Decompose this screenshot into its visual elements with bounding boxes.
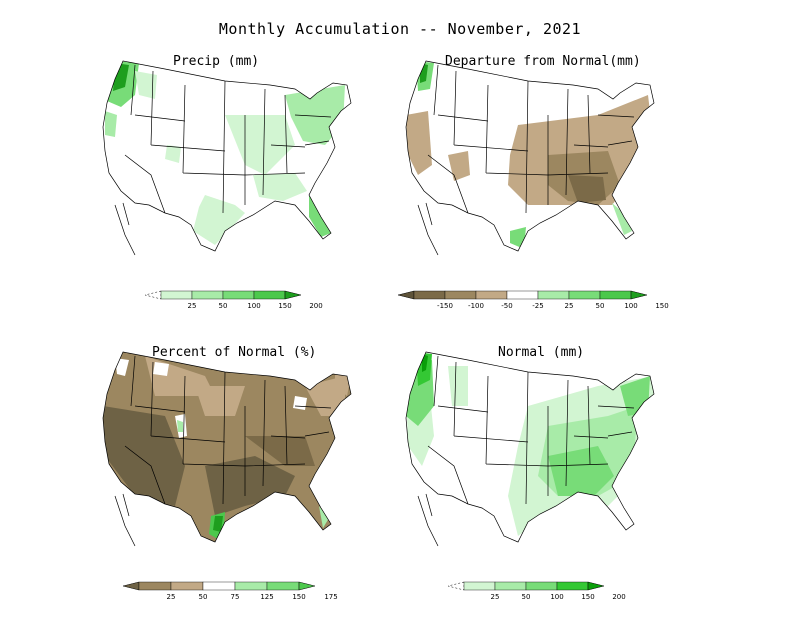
percent-legend: 25 50 75 125 150 175 bbox=[122, 581, 338, 601]
percent-legend-swatch bbox=[202, 581, 236, 591]
departure-legend-low-triangle bbox=[397, 290, 415, 300]
normal-legend-low-triangle bbox=[447, 581, 465, 591]
normal-legend-high-triangle bbox=[587, 581, 605, 591]
precip-legend-swatch bbox=[160, 290, 193, 300]
precip-panel-title: Precip (mm) bbox=[173, 54, 260, 69]
normal-legend-label: 25 bbox=[491, 593, 500, 601]
percent-legend-low-triangle bbox=[122, 581, 140, 591]
normal-legend: 25 50 100 150 200 bbox=[447, 581, 626, 601]
departure-legend-label: -150 bbox=[437, 302, 453, 310]
normal-legend-label: 50 bbox=[522, 593, 531, 601]
departure-legend: -150 -100 -50 -25 25 50 100 150 bbox=[397, 290, 669, 310]
percent-legend-label: 25 bbox=[167, 593, 176, 601]
departure-legend-swatch bbox=[537, 290, 570, 300]
normal-legend-swatch bbox=[463, 581, 496, 591]
departure-legend-swatch bbox=[475, 290, 508, 300]
percent-legend-swatch bbox=[170, 581, 204, 591]
percent-legend-swatch bbox=[234, 581, 268, 591]
normal-legend-swatch bbox=[525, 581, 558, 591]
percent-legend-high-triangle bbox=[298, 581, 316, 591]
departure-legend-swatch bbox=[599, 290, 632, 300]
normal-legend-label: 100 bbox=[550, 593, 563, 601]
precip-legend-high-triangle bbox=[284, 290, 302, 300]
percent-legend-swatch bbox=[266, 581, 300, 591]
main-title: Monthly Accumulation -- November, 2021 bbox=[218, 20, 582, 38]
precip-legend-label: 200 bbox=[309, 302, 322, 310]
precip-legend-swatch bbox=[222, 290, 255, 300]
departure-legend-label: -100 bbox=[468, 302, 484, 310]
percent-legend-label: 125 bbox=[260, 593, 273, 601]
departure-panel-title: Departure from Normal(mm) bbox=[445, 54, 641, 69]
departure-legend-high-triangle bbox=[630, 290, 648, 300]
precip-legend-label: 150 bbox=[278, 302, 291, 310]
percent-map bbox=[102, 351, 352, 547]
normal-legend-swatch bbox=[494, 581, 527, 591]
percent-legend-swatch bbox=[138, 581, 172, 591]
departure-legend-swatch bbox=[506, 290, 539, 300]
departure-map bbox=[405, 60, 655, 256]
normal-map bbox=[405, 351, 655, 547]
departure-legend-label: 25 bbox=[565, 302, 574, 310]
normal-panel-title: Normal (mm) bbox=[498, 345, 585, 360]
precip-legend: 25 50 100 150 200 bbox=[144, 290, 323, 310]
precip-map bbox=[102, 60, 352, 256]
precip-legend-swatch bbox=[191, 290, 224, 300]
departure-legend-swatch bbox=[413, 290, 446, 300]
precip-legend-label: 50 bbox=[219, 302, 228, 310]
precip-legend-swatch bbox=[253, 290, 286, 300]
percent-legend-label: 50 bbox=[199, 593, 208, 601]
percent-panel-title: Percent of Normal (%) bbox=[152, 345, 317, 360]
departure-legend-label: 150 bbox=[655, 302, 668, 310]
percent-legend-label: 175 bbox=[324, 593, 337, 601]
precip-legend-low-triangle bbox=[144, 290, 162, 300]
departure-legend-label: 100 bbox=[624, 302, 637, 310]
departure-legend-label: 50 bbox=[596, 302, 605, 310]
departure-legend-label: -25 bbox=[532, 302, 543, 310]
departure-legend-label: -50 bbox=[501, 302, 512, 310]
normal-legend-label: 150 bbox=[581, 593, 594, 601]
precip-legend-label: 25 bbox=[188, 302, 197, 310]
percent-legend-label: 150 bbox=[292, 593, 305, 601]
precip-legend-label: 100 bbox=[247, 302, 260, 310]
normal-legend-label: 200 bbox=[612, 593, 625, 601]
departure-legend-swatch bbox=[444, 290, 477, 300]
percent-legend-label: 75 bbox=[231, 593, 240, 601]
departure-legend-swatch bbox=[568, 290, 601, 300]
normal-legend-swatch bbox=[556, 581, 589, 591]
